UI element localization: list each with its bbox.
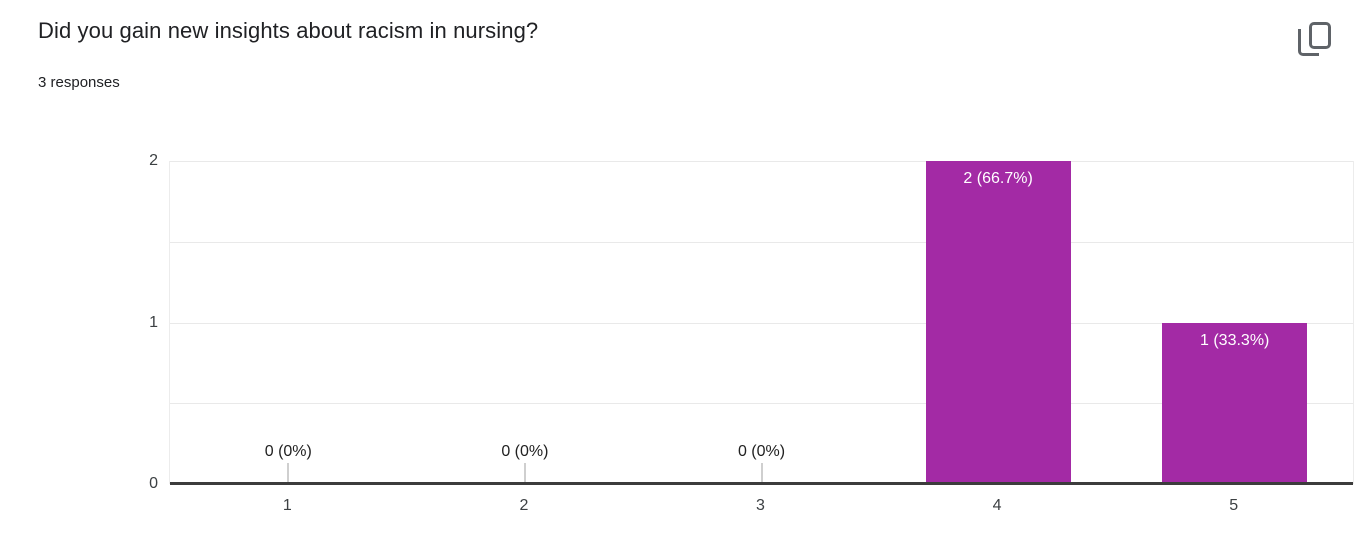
y-tick-label: 2 (149, 152, 158, 169)
x-tick-label: 1 (282, 497, 292, 514)
zero-value-label: 0 (0%) (264, 443, 312, 460)
x-tick-label: 5 (1229, 497, 1239, 514)
x-tick-label: 3 (756, 497, 765, 514)
bar[interactable]: 2 (66.7%) (925, 161, 1071, 484)
response-count: 3 responses (38, 74, 120, 91)
gridline (170, 403, 1353, 405)
zero-value-label: 0 (0%) (737, 443, 786, 460)
zero-tick-stub (287, 463, 290, 484)
copy-icon[interactable] (1298, 22, 1331, 57)
zero-value-label: 0 (0%) (501, 443, 549, 460)
bar-value-label: 1 (33.3%) (1200, 331, 1270, 349)
x-tick-label: 4 (992, 497, 1002, 514)
question-title: Did you gain new insights about racism i… (38, 18, 539, 43)
x-axis-line (170, 482, 1353, 485)
zero-tick-stub (523, 463, 526, 484)
y-tick-label: 1 (149, 313, 158, 331)
copy-icon-front-sheet (1309, 22, 1331, 49)
plot-area: 0 (0%) 0 (0%) 0 (0%) 2 (66.7%) 1 (33.3%) (169, 161, 1354, 485)
gridline (170, 241, 1353, 243)
y-tick-label: 0 (149, 475, 158, 492)
gridline (170, 322, 1353, 324)
copy-icon-back-sheet (1298, 29, 1319, 56)
bar[interactable]: 1 (33.3%) (1162, 322, 1308, 484)
gridline (170, 161, 1353, 162)
zero-tick-stub (760, 463, 763, 484)
x-tick-label: 2 (519, 497, 529, 514)
bar-value-label: 2 (66.7%) (963, 170, 1033, 187)
